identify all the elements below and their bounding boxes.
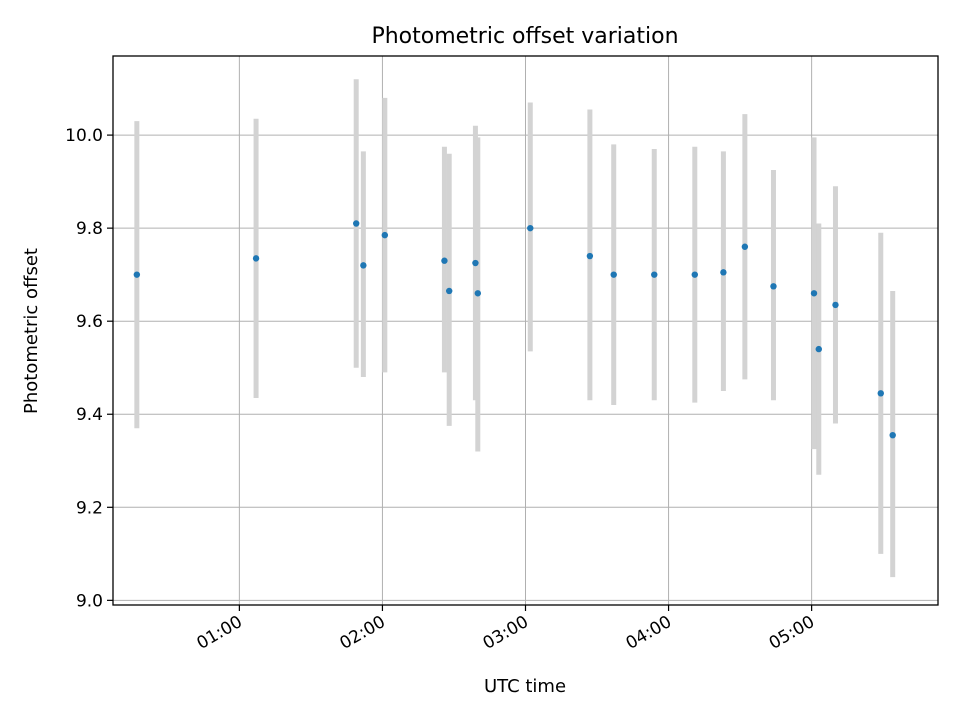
- data-point: [810, 290, 818, 297]
- data-point: [474, 290, 482, 297]
- data-point: [252, 255, 260, 262]
- data-point: [360, 262, 367, 269]
- x-axis-label: UTC time: [484, 676, 566, 697]
- data-point: [720, 269, 727, 276]
- data-point: [445, 287, 453, 295]
- data-point: [353, 220, 360, 227]
- data-point: [889, 431, 896, 439]
- y-tick-label: 9.6: [76, 312, 103, 332]
- y-tick-label: 9.4: [76, 405, 103, 425]
- data-point: [651, 271, 658, 278]
- data-point: [381, 231, 389, 239]
- data-point: [472, 259, 479, 267]
- data-points: [133, 220, 896, 439]
- y-axis-ticks: 9.0 9.2 9.4 9.6 9.8 10.0: [65, 126, 113, 611]
- y-tick-label: 10.0: [65, 126, 103, 146]
- data-point: [441, 257, 448, 264]
- data-point: [770, 283, 777, 290]
- chart-title: Photometric offset variation: [371, 24, 678, 49]
- data-point: [691, 271, 698, 278]
- data-point: [832, 301, 839, 309]
- data-point: [133, 271, 141, 278]
- y-tick-label: 9.0: [76, 591, 103, 611]
- data-point: [815, 345, 822, 353]
- y-tick-label: 9.8: [76, 219, 103, 239]
- y-axis-label: Photometric offset: [21, 248, 42, 414]
- data-point: [741, 243, 749, 250]
- data-point: [527, 224, 534, 232]
- data-point: [877, 390, 884, 397]
- y-tick-label: 9.2: [76, 498, 103, 518]
- data-point: [586, 252, 594, 260]
- data-point: [610, 271, 617, 278]
